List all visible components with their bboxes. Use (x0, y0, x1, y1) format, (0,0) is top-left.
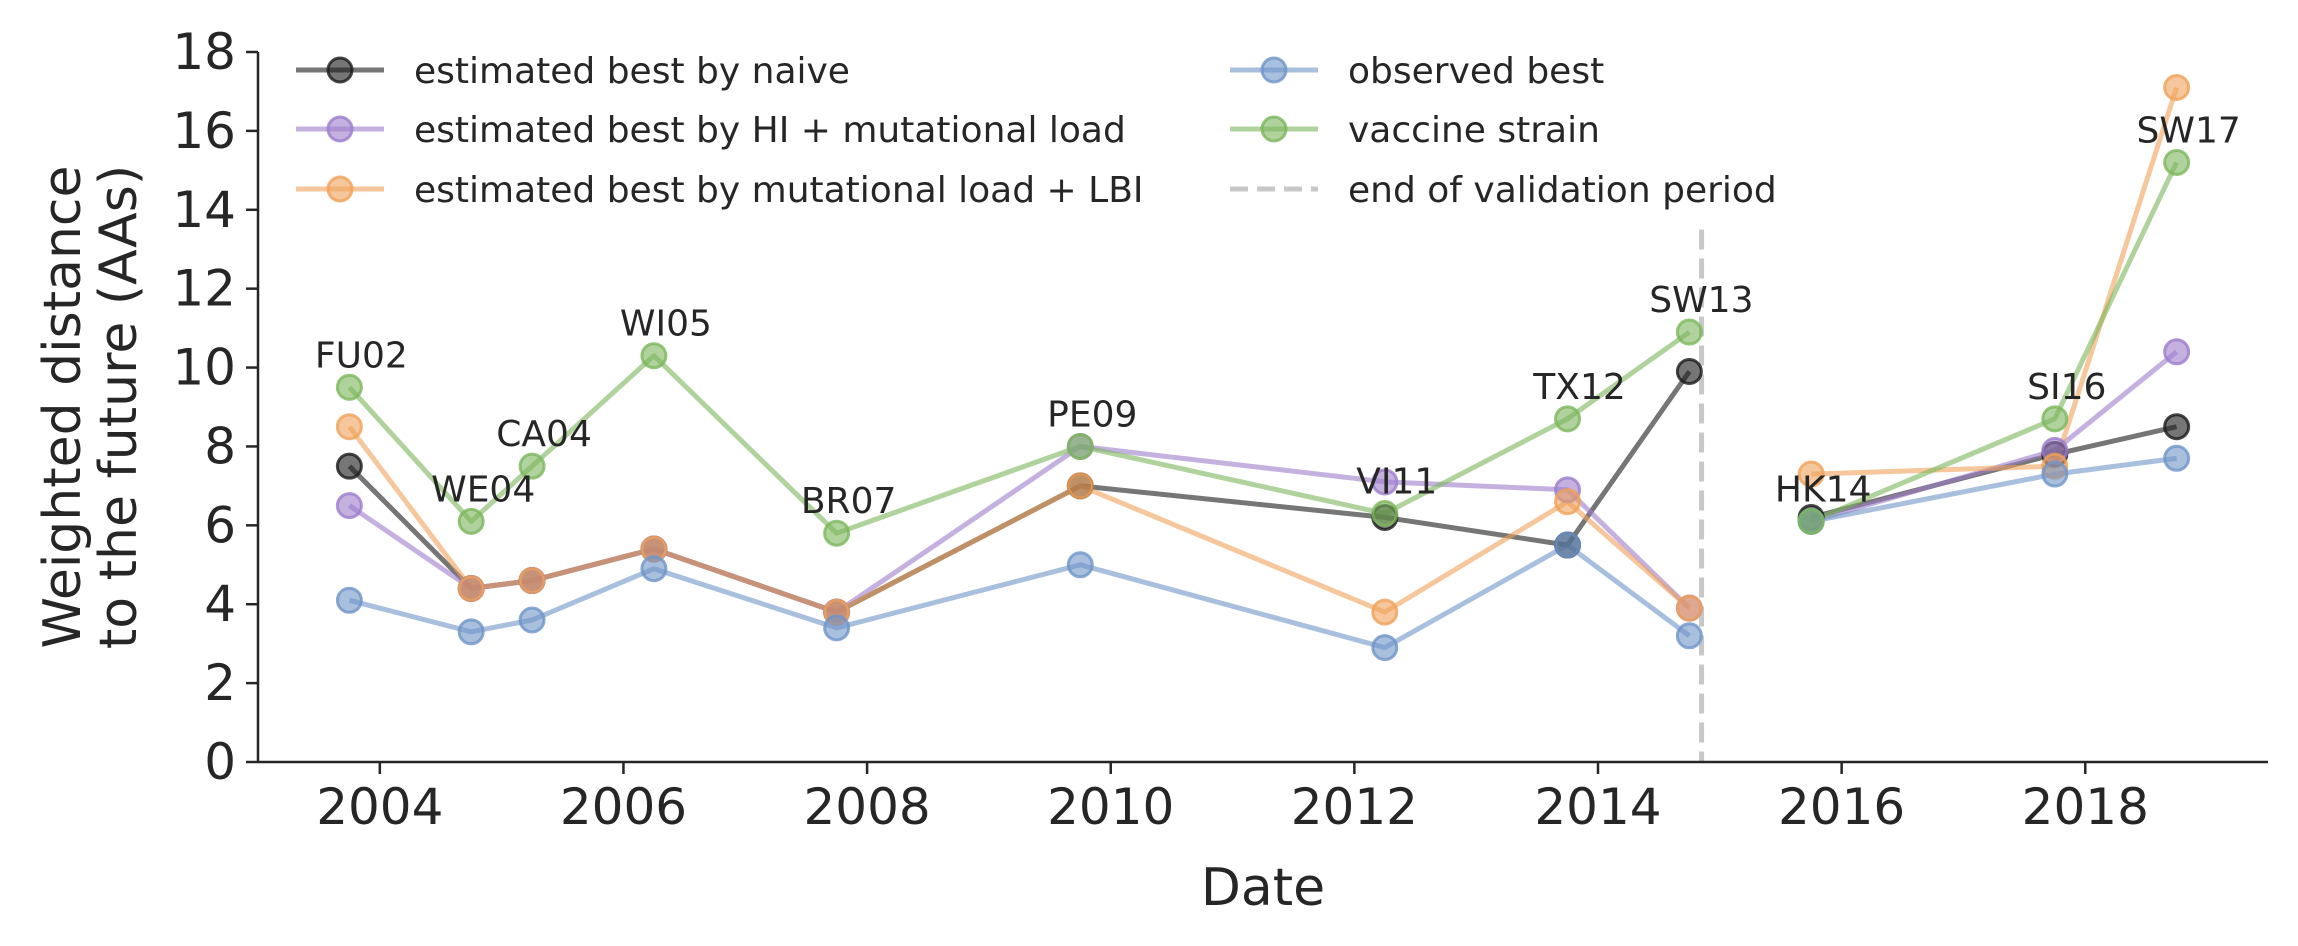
ticks-group: 2004 2006 2008 2010 2012 2014 2016 2018 0 2 4 6 8 10 1… (172, 23, 2149, 836)
series-point-1-0 (335, 492, 363, 520)
series-point-4-2 (518, 452, 546, 480)
strain-label-hk14: HK14 (1775, 469, 1872, 510)
y-tick-label-2: 2 (204, 654, 236, 712)
series-point-4-10 (2041, 405, 2069, 433)
series-point-3-8 (1675, 622, 1703, 650)
series-point-2-2 (518, 567, 546, 595)
series-point-3-6 (1371, 634, 1399, 662)
series-point-1-11 (2163, 338, 2191, 366)
y-tick-label-10: 10 (172, 339, 236, 397)
series-point-4-4 (823, 519, 851, 547)
series-point-2-5 (1066, 472, 1094, 500)
series-point-2-6 (1371, 598, 1399, 626)
series-point-4-9 (1797, 507, 1825, 535)
series-point-0-8 (1675, 358, 1703, 385)
y-tick-label-6: 6 (204, 496, 236, 554)
series-point-2-8 (1675, 594, 1703, 622)
series-point-3-10 (2041, 460, 2069, 488)
series-line-3-segment-0 (348, 542, 1691, 651)
series-point-4-11 (2163, 148, 2191, 176)
x-tick-label-2018: 2018 (2022, 778, 2149, 836)
legend-entry-naive: estimated best by naive (296, 51, 850, 92)
strain-label-fu02: FU02 (315, 335, 408, 376)
strain-label-wi05: WI05 (620, 304, 712, 345)
series-point-3-5 (1066, 551, 1094, 579)
x-tick-label-2016: 2016 (1778, 778, 1905, 836)
strain-label-pe09: PE09 (1047, 394, 1137, 435)
series-point-4-5 (1066, 432, 1094, 460)
legend-label-mutational-load-lbi: estimated best by mutational load + LBI (414, 170, 1144, 211)
strain-label-group: FU02 WE04 CA04 WI05 BR07 PE09 VI11 TX12 SW13 HK14… (315, 110, 2241, 522)
legend-entry-validation-period: end of validation period (1230, 170, 1777, 211)
series-point-4-8 (1675, 318, 1703, 346)
legend-label-vaccine-strain: vaccine strain (1348, 110, 1600, 151)
y-axis-title-line-2: to the future (AAs) (89, 165, 149, 649)
series-point-4-7 (1554, 405, 1582, 433)
series-point-3-2 (518, 606, 546, 634)
series-point-1-6 (1371, 468, 1399, 496)
series-point-3-0 (335, 586, 363, 614)
series-point-2-9 (1797, 460, 1825, 488)
series-point-4-0 (335, 373, 363, 401)
legend-marker-mutational-load-lbi (326, 175, 354, 203)
series-point-3-7 (1554, 531, 1582, 559)
legend-marker-vaccine-strain (1260, 115, 1288, 143)
y-tick-label-12: 12 (172, 260, 236, 318)
series-point-0-11 (2163, 413, 2191, 441)
strain-label-ca04: CA04 (496, 414, 592, 455)
legend-label-observed-best: observed best (1348, 51, 1604, 92)
series-point-3-11 (2163, 444, 2191, 472)
series-point-3-4 (823, 614, 851, 642)
x-tick-label-2014: 2014 (1534, 778, 1661, 836)
x-axis-title: Date (1201, 858, 1325, 918)
series-point-3-1 (457, 618, 485, 646)
series-point-2-7 (1554, 488, 1582, 516)
series-point-2-0 (335, 413, 363, 441)
series-point-4-1 (457, 507, 485, 535)
strain-label-si16: SI16 (2027, 367, 2106, 408)
legend-marker-observed-best (1260, 56, 1288, 84)
y-tick-label-14: 14 (172, 181, 236, 239)
y-tick-label-8: 8 (204, 417, 236, 475)
legend: estimated best by naive estimated best b… (296, 51, 1777, 211)
legend-label-hi-mutational-load: estimated best by HI + mutational load (414, 110, 1126, 151)
series-point-4-3 (640, 342, 668, 370)
y-tick-label-0: 0 (204, 733, 236, 791)
legend-label-validation-period: end of validation period (1348, 170, 1777, 211)
x-tick-label-2010: 2010 (1047, 778, 1174, 836)
series-group (335, 74, 2191, 662)
series-point-2-1 (457, 574, 485, 602)
legend-entry-observed-best: observed best (1230, 51, 1604, 92)
strain-label-br07: BR07 (801, 481, 897, 522)
y-axis-title-line-1: Weighted distance (33, 165, 93, 648)
x-tick-label-2004: 2004 (316, 778, 443, 836)
series-point-0-0 (335, 452, 363, 480)
x-tick-label-2008: 2008 (803, 778, 930, 836)
legend-entry-vaccine-strain: vaccine strain (1230, 110, 1600, 151)
legend-marker-naive (326, 56, 354, 84)
strain-label-vi11: VI11 (1356, 462, 1437, 503)
x-tick-label-2006: 2006 (560, 778, 687, 836)
legend-label-naive: estimated best by naive (414, 51, 850, 92)
strain-label-sw17: SW17 (2137, 110, 2241, 151)
strain-label-tx12: TX12 (1532, 367, 1625, 408)
axes-group (256, 52, 2268, 764)
series-point-4-6 (1371, 500, 1399, 527)
y-tick-label-4: 4 (204, 575, 236, 633)
y-tick-label-18: 18 (172, 23, 236, 81)
legend-marker-hi-mutational-load (326, 115, 354, 143)
x-tick-label-2012: 2012 (1291, 778, 1418, 836)
strain-label-sw13: SW13 (1649, 280, 1753, 321)
series-point-3-3 (640, 555, 668, 583)
y-tick-label-16: 16 (172, 102, 236, 160)
legend-entry-hi-mutational-load: estimated best by HI + mutational load (296, 110, 1126, 151)
series-point-2-11 (2163, 74, 2191, 101)
strain-label-we04: WE04 (431, 469, 535, 510)
legend-entry-mutational-load-lbi: estimated best by mutational load + LBI (296, 170, 1144, 211)
